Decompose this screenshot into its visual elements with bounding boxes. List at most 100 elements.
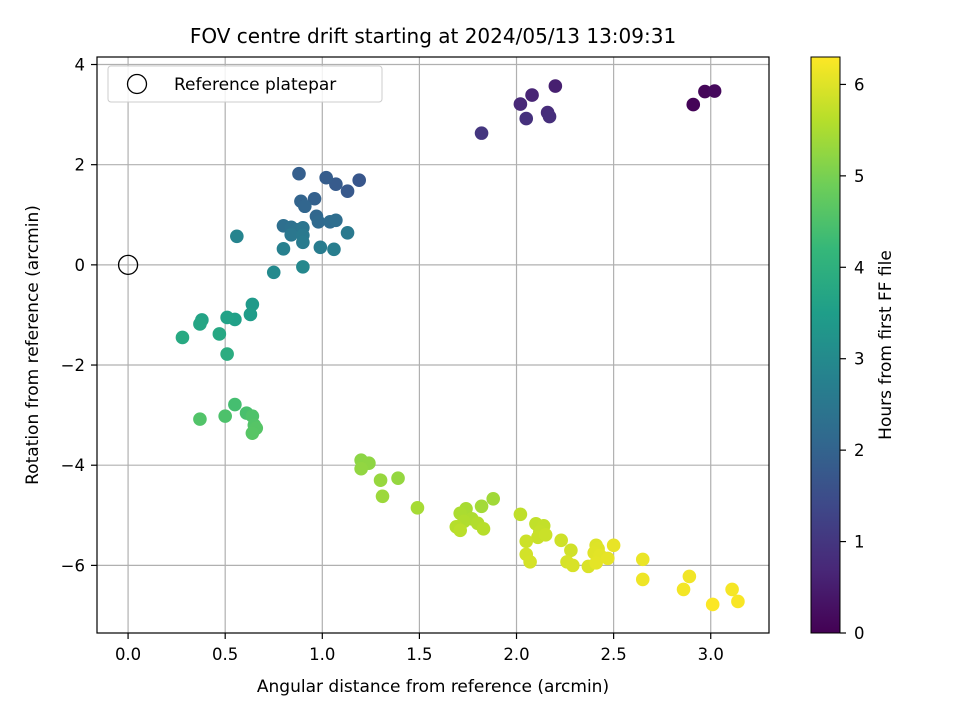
data-point <box>292 166 306 181</box>
data-point <box>486 491 501 506</box>
legend-label: Reference platepar <box>174 75 336 95</box>
data-point <box>725 582 739 597</box>
legend: Reference platepar <box>107 65 383 103</box>
x-tick-label: 0.5 <box>212 645 238 664</box>
colorbar-tick-label: 3 <box>854 350 865 369</box>
data-point <box>391 471 405 486</box>
colorbar-ticks: 0 1 2 3 4 5 6 <box>840 75 865 643</box>
colorbar-tick-label: 0 <box>854 624 865 643</box>
chart-title: FOV centre drift starting at 2024/05/13 … <box>190 24 676 48</box>
data-point <box>474 499 489 514</box>
y-tick-label: −4 <box>61 456 85 475</box>
x-tick-label: 1.5 <box>406 645 432 664</box>
colorbar: 0 1 2 3 4 5 6 Hours from first FF file <box>810 56 896 643</box>
data-point <box>313 240 328 255</box>
data-point <box>296 235 310 250</box>
data-point <box>327 242 341 257</box>
data-point <box>474 126 489 140</box>
data-point <box>218 409 232 423</box>
data-point <box>220 347 234 361</box>
data-point <box>589 556 603 570</box>
data-point <box>705 597 720 612</box>
data-point <box>676 582 691 597</box>
x-tick-label: 2.0 <box>503 645 529 664</box>
data-point <box>193 412 207 426</box>
data-point <box>298 199 312 214</box>
data-point <box>538 528 553 542</box>
data-point <box>698 84 712 99</box>
legend-marker <box>126 73 148 95</box>
data-point <box>307 191 322 206</box>
data-point <box>230 229 244 244</box>
data-point <box>354 461 368 476</box>
y-tick-label: −2 <box>61 356 85 375</box>
data-point <box>311 214 326 229</box>
data-point <box>525 88 539 102</box>
y-tick-label: 2 <box>75 156 86 175</box>
data-point <box>564 543 578 558</box>
data-points <box>175 79 745 612</box>
y-axis-label: Rotation from reference (arcmin) <box>23 205 43 485</box>
data-point <box>542 109 557 124</box>
data-point <box>340 184 355 199</box>
x-axis-ticks: 0.0 0.5 1.0 1.5 2.0 2.5 3.0 <box>115 633 724 664</box>
data-point <box>212 327 227 341</box>
data-point <box>410 500 425 515</box>
y-tick-label: 0 <box>75 256 86 275</box>
data-point <box>519 534 534 549</box>
data-point <box>600 551 615 566</box>
data-point <box>513 97 528 111</box>
data-point <box>266 265 281 280</box>
data-point <box>175 330 190 345</box>
x-tick-label: 0.0 <box>115 645 141 664</box>
data-point <box>193 317 207 331</box>
colorbar-tick-label: 4 <box>854 258 865 277</box>
data-point <box>548 79 563 93</box>
y-tick-label: 4 <box>75 56 86 75</box>
data-point <box>731 594 745 609</box>
data-point <box>373 473 388 488</box>
x-tick-label: 2.5 <box>600 645 626 664</box>
data-point <box>453 523 467 538</box>
y-axis-ticks: 4 2 0 −2 −4 −6 <box>61 56 97 575</box>
data-point <box>319 170 333 185</box>
data-point <box>682 569 697 584</box>
colorbar-gradient <box>810 56 841 634</box>
legend-box <box>107 65 383 103</box>
data-point <box>296 260 310 274</box>
reference-marker <box>117 254 139 276</box>
data-point <box>352 173 366 188</box>
data-point <box>243 307 258 322</box>
data-point <box>513 507 528 522</box>
data-point <box>519 111 534 126</box>
data-point <box>284 228 299 242</box>
plot-frame <box>96 56 770 634</box>
data-point <box>523 555 537 569</box>
x-axis-label: Angular distance from reference (arcmin) <box>257 677 609 697</box>
data-point <box>329 177 343 192</box>
data-point <box>375 489 390 504</box>
colorbar-tick-label: 5 <box>854 167 865 186</box>
data-point <box>566 558 580 573</box>
data-point <box>340 226 355 240</box>
reference-marker-group <box>117 254 139 276</box>
colorbar-label: Hours from first FF file <box>876 250 896 440</box>
y-tick-label: −6 <box>61 556 85 575</box>
grid <box>97 57 769 633</box>
data-point <box>476 522 491 536</box>
data-point <box>686 97 701 112</box>
data-point <box>220 310 234 325</box>
x-tick-label: 3.0 <box>698 645 724 664</box>
colorbar-tick-label: 1 <box>854 533 865 552</box>
data-point <box>329 213 343 228</box>
colorbar-tick-label: 6 <box>854 75 865 94</box>
data-point <box>276 242 291 256</box>
data-point <box>606 538 621 553</box>
data-point <box>707 84 722 98</box>
data-point <box>245 426 260 440</box>
x-tick-label: 1.0 <box>309 645 335 664</box>
data-point <box>228 397 242 412</box>
colorbar-tick-label: 2 <box>854 441 865 460</box>
